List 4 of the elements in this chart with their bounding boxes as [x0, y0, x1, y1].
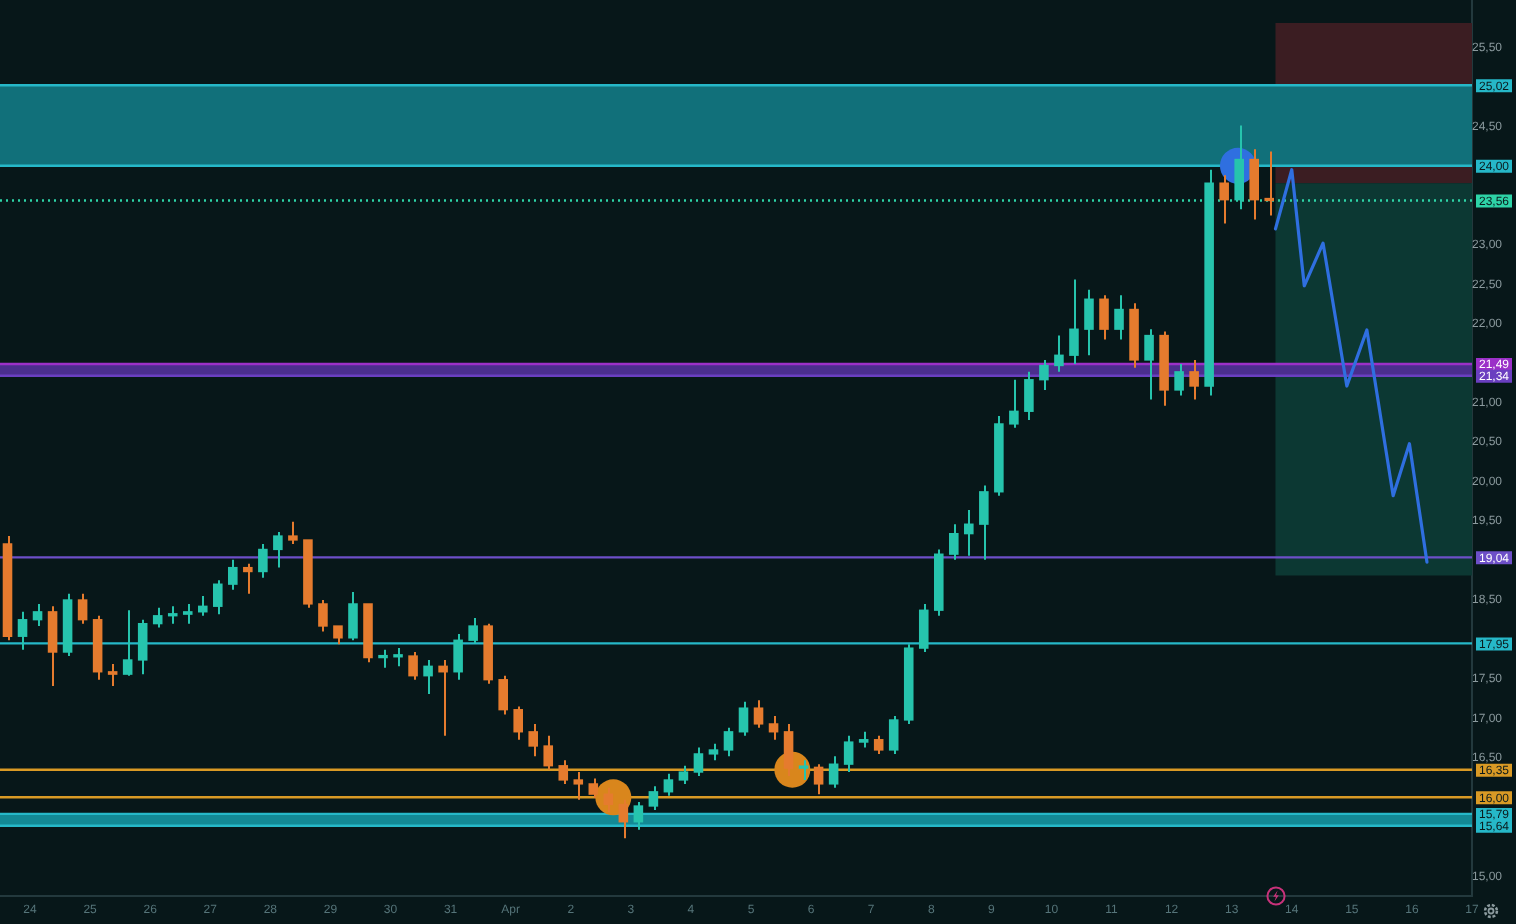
candlestick: [333, 625, 343, 646]
candlestick: [288, 520, 298, 545]
candlestick: [182, 602, 193, 625]
candlestick: [573, 771, 584, 801]
